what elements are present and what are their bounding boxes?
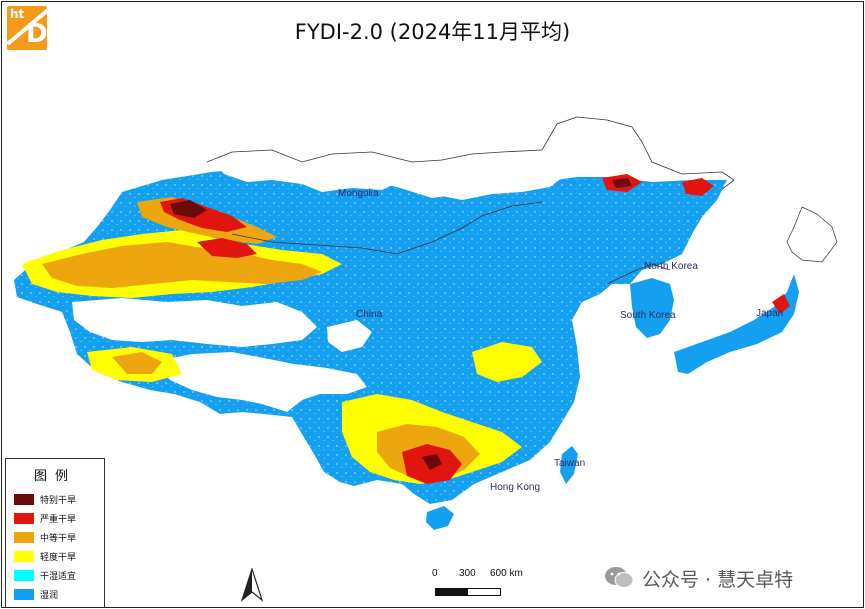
no-data-qinghai: [327, 320, 372, 352]
place-label-japan: Japan: [756, 308, 784, 319]
legend-label: 严重干旱: [40, 515, 77, 525]
place-label-china: China: [356, 309, 383, 320]
legend-swatch: [14, 513, 34, 524]
place-label-hong-kong: Hong Kong: [490, 482, 541, 493]
extreme-mongolia: [170, 200, 207, 218]
scale-tick-300: 300: [459, 568, 476, 579]
legend-title: 图例: [33, 469, 76, 484]
wet-japan: [674, 274, 799, 374]
legend-swatch: [14, 570, 34, 581]
legend-label: 轻度干旱: [40, 553, 77, 563]
severe-xinjiang: [197, 238, 257, 258]
legend-swatch: [14, 494, 34, 505]
place-label-south-korea: South Korea: [620, 310, 676, 321]
moderate-xinjiang: [42, 242, 322, 288]
extreme-ne: [612, 178, 632, 188]
no-data-west: [22, 192, 110, 234]
no-data-mongolia-east: [422, 162, 567, 200]
scale-tick-600: 600 km: [490, 568, 523, 579]
brand-logo: ht D: [7, 6, 47, 50]
scale-bar: 0 300 600 km: [422, 568, 542, 604]
map-title: FYDI-2.0 (2024年11月平均): [294, 20, 571, 44]
no-data-taklimakan: [72, 298, 317, 347]
mild-central: [472, 342, 542, 382]
no-data-tibet: [152, 352, 367, 412]
no-data-mongolia: [212, 152, 402, 192]
legend-swatch: [14, 532, 34, 543]
extreme-south: [422, 454, 442, 470]
severe-japan: [772, 294, 790, 314]
wechat-icon: [605, 567, 634, 588]
severe-ne2: [682, 178, 714, 196]
watermark-text: 公众号 · 慧天卓特: [642, 569, 794, 591]
place-label-taiwan: Taiwan: [554, 458, 586, 469]
legend-swatch: [14, 589, 34, 600]
border-mongolia-china: [231, 201, 543, 255]
moderate-tibet: [112, 352, 162, 374]
north-arrow-icon: [240, 568, 264, 602]
japan-outline: [786, 206, 838, 263]
legend-label: 特别干旱: [40, 496, 77, 506]
wet-korea: [630, 278, 674, 338]
place-label-north-korea: North Korea: [644, 261, 698, 272]
legend-label: 湿润: [40, 591, 59, 601]
map-legend: 图例 特别干旱 严重干旱 中等干旱 轻度干旱 干湿适宜 湿润: [5, 458, 105, 607]
legend-label: 中等干旱: [40, 534, 77, 544]
border-korea: [606, 263, 671, 285]
scale-tick-0: 0: [432, 568, 438, 579]
place-label-mongolia: Mongolia: [338, 188, 379, 199]
legend-swatch: [14, 551, 34, 562]
watermark: 公众号 · 慧天卓特: [604, 564, 854, 591]
wet-hainan: [426, 506, 454, 530]
legend-label: 干湿适宜: [40, 572, 77, 582]
wet-taiwan: [560, 446, 578, 484]
